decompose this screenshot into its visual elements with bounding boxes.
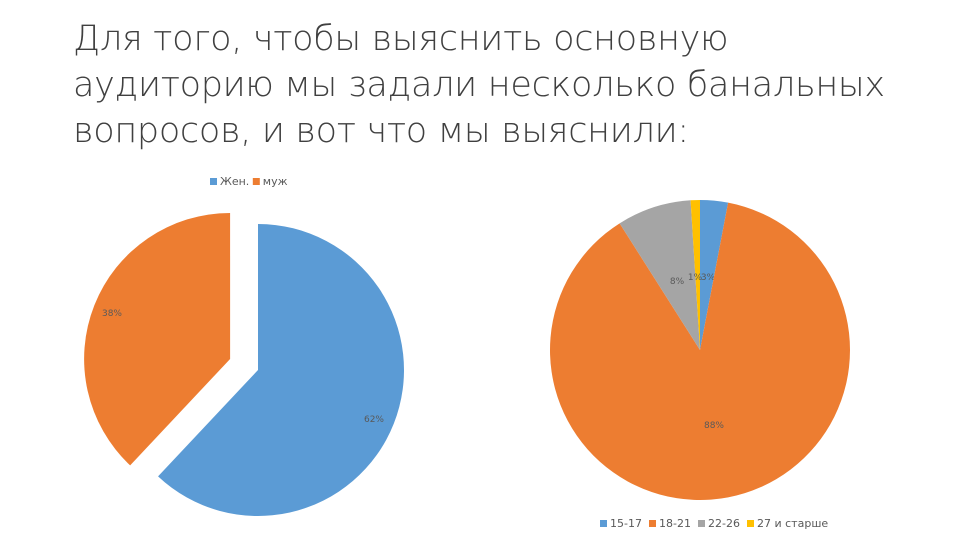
pie-slice-22-26 [619,200,700,350]
legend-swatch-22-26 [698,520,705,527]
data-label-жен: 62% [364,415,384,425]
data-label-27-и-старше: 1% [688,273,703,283]
legend-label-жен: Жен. [220,175,249,188]
legend-label-18-21: 18-21 [659,517,691,530]
pie-slice-27-и-старше [690,200,700,350]
legend-label-15-17: 15-17 [610,517,642,530]
pie-slice-18-21 [550,202,851,501]
data-label-22-26: 8% [670,277,685,287]
age-pie-legend: 15-17 18-21 22-26 27 и старше [600,517,828,530]
pie-slice-жен [158,224,405,516]
data-label-муж: 38% [102,309,122,319]
data-label-18-21: 88% [704,421,724,431]
legend-swatch-27-и-старше [747,520,754,527]
legend-swatch-18-21 [649,520,656,527]
gender-pie-legend: Жен. муж [210,175,288,188]
data-label-15-17: 3% [701,273,716,283]
legend-swatch-15-17 [600,520,607,527]
legend-label-27-и-старше: 27 и старше [757,517,828,530]
legend-swatch-жен [210,178,217,185]
gender-pie-chart: 62% 38% [84,212,405,516]
pie-slice-муж [84,212,231,466]
legend-swatch-муж [252,178,260,185]
slide-title: Для того, чтобы выяснить основную аудито… [73,19,885,151]
age-pie-chart: 3% 88% 8% 1% [550,200,851,501]
legend-label-22-26: 22-26 [708,517,740,530]
legend-label-муж: муж [263,175,288,188]
pie-slice-15-17 [700,200,729,350]
